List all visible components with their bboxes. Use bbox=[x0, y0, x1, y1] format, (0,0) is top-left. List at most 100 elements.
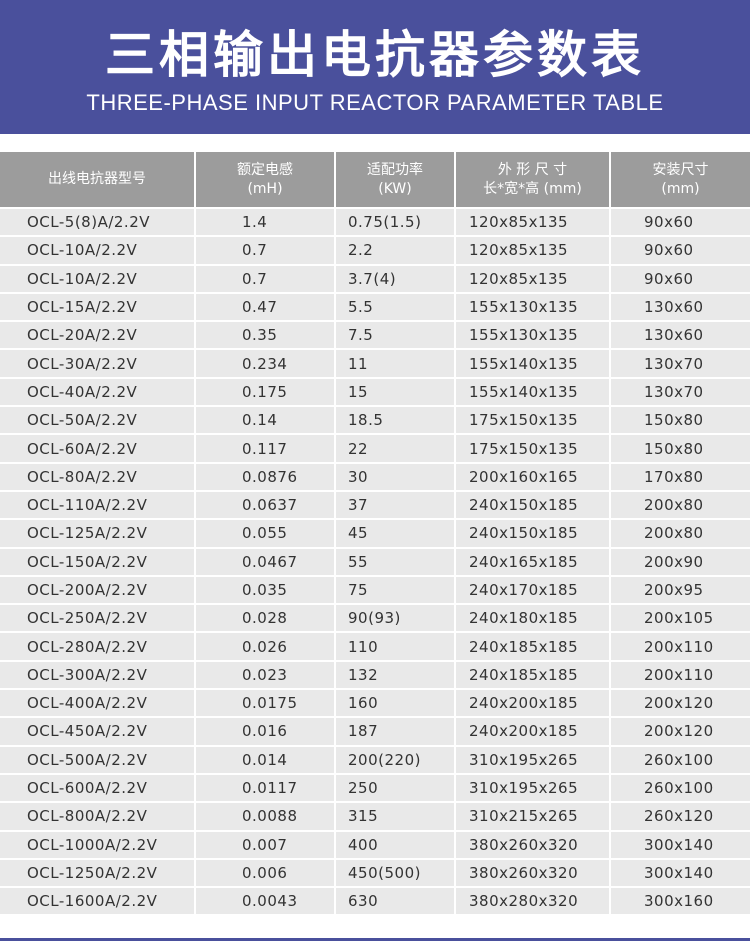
cell-model: OCL-125A/2.2V bbox=[0, 518, 195, 548]
table-row: OCL-80A/2.2V 0.0876 30 200x160x165 170x80 bbox=[0, 461, 750, 491]
cell-inductance: 0.0088 bbox=[194, 801, 335, 831]
cell-dimensions: 380x280x320 bbox=[454, 886, 610, 915]
cell-inductance: 0.007 bbox=[194, 829, 335, 859]
cell-inductance: 0.7 bbox=[194, 263, 335, 293]
header-power-line: 适配功率 bbox=[367, 161, 423, 178]
cell-model: OCL-10A/2.2V bbox=[0, 235, 195, 265]
cell-model: OCL-400A/2.2V bbox=[0, 688, 195, 718]
cell-power: 18.5 bbox=[334, 405, 455, 435]
cell-mounting-size: 170x80 bbox=[609, 461, 750, 491]
table-row: OCL-280A/2.2V 0.026 110 240x185x185 200x110 bbox=[0, 631, 750, 661]
cell-power: 132 bbox=[334, 659, 455, 690]
cell-mounting-size: 130x60 bbox=[609, 291, 750, 322]
cell-model: OCL-20A/2.2V bbox=[0, 320, 195, 350]
header-mounting-size-line: 安装尺寸 bbox=[652, 161, 709, 178]
cell-mounting-size: 130x70 bbox=[609, 376, 750, 407]
cell-mounting-size: 300x140 bbox=[609, 857, 750, 888]
table-row: OCL-125A/2.2V 0.055 45 240x150x185 200x80 bbox=[0, 518, 750, 548]
cell-model: OCL-200A/2.2V bbox=[0, 574, 195, 605]
cell-dimensions: 310x215x265 bbox=[454, 801, 610, 831]
table-row: OCL-40A/2.2V 0.175 15 155x140x135 130x70 bbox=[0, 376, 750, 407]
cell-dimensions: 155x130x135 bbox=[454, 320, 610, 350]
cell-inductance: 0.0043 bbox=[194, 886, 335, 915]
cell-inductance: 0.006 bbox=[194, 857, 335, 888]
cell-dimensions: 380x260x320 bbox=[454, 829, 610, 859]
cell-power: 30 bbox=[334, 461, 455, 491]
cell-inductance: 0.014 bbox=[194, 744, 335, 774]
cell-model: OCL-300A/2.2V bbox=[0, 659, 195, 690]
cell-power: 0.75(1.5) bbox=[334, 206, 455, 237]
cell-inductance: 0.117 bbox=[194, 433, 335, 463]
cell-inductance: 0.028 bbox=[194, 603, 335, 633]
cell-inductance: 0.14 bbox=[194, 405, 335, 435]
table-row: OCL-1000A/2.2V 0.007 400 380x260x320 300x140 bbox=[0, 829, 750, 859]
title-banner: 三相输出电抗器参数表 THREE-PHASE INPUT REACTOR PAR… bbox=[0, 0, 750, 134]
cell-inductance: 0.234 bbox=[194, 348, 335, 378]
header-power: 适配功率 (KW) bbox=[334, 152, 455, 208]
cell-inductance: 1.4 bbox=[194, 206, 335, 237]
cell-inductance: 0.0175 bbox=[194, 688, 335, 718]
cell-dimensions: 120x85x135 bbox=[454, 263, 610, 293]
cell-mounting-size: 200x90 bbox=[609, 546, 750, 576]
page-subtitle: THREE-PHASE INPUT REACTOR PARAMETER TABL… bbox=[86, 90, 664, 115]
cell-inductance: 0.026 bbox=[194, 631, 335, 661]
cell-dimensions: 175x150x135 bbox=[454, 405, 610, 435]
table-header-row: 出线电抗器型号 额定电感 (mH) 适配功率 (KW) 外 形 尺 寸长*宽*高 (mm)… bbox=[0, 152, 750, 208]
cell-model: OCL-1250A/2.2V bbox=[0, 857, 195, 888]
cell-power: 7.5 bbox=[334, 320, 455, 350]
header-inductance: 额定电感 (mH) bbox=[194, 152, 335, 208]
table-row: OCL-450A/2.2V 0.016 187 240x200x185 200x120 bbox=[0, 716, 750, 746]
cell-mounting-size: 130x60 bbox=[609, 320, 750, 350]
header-mounting-size-line: (mm) bbox=[661, 180, 700, 197]
cell-dimensions: 175x150x135 bbox=[454, 433, 610, 463]
cell-mounting-size: 300x140 bbox=[609, 829, 750, 859]
table-row: OCL-300A/2.2V 0.023 132 240x185x185 200x110 bbox=[0, 659, 750, 690]
cell-power: 160 bbox=[334, 688, 455, 718]
cell-dimensions: 120x85x135 bbox=[454, 235, 610, 265]
cell-inductance: 0.175 bbox=[194, 376, 335, 407]
cell-model: OCL-15A/2.2V bbox=[0, 291, 195, 322]
cell-mounting-size: 200x120 bbox=[609, 688, 750, 718]
cell-dimensions: 200x160x165 bbox=[454, 461, 610, 491]
cell-mounting-size: 260x100 bbox=[609, 772, 750, 803]
cell-power: 110 bbox=[334, 631, 455, 661]
cell-power: 250 bbox=[334, 772, 455, 803]
cell-power: 15 bbox=[334, 376, 455, 407]
cell-mounting-size: 300x160 bbox=[609, 886, 750, 915]
cell-power: 450(500) bbox=[334, 857, 455, 888]
cell-dimensions: 380x260x320 bbox=[454, 857, 610, 888]
cell-mounting-size: 200x105 bbox=[609, 603, 750, 633]
header-inductance-line: (mH) bbox=[247, 180, 283, 197]
cell-model: OCL-500A/2.2V bbox=[0, 744, 195, 774]
cell-power: 2.2 bbox=[334, 235, 455, 265]
header-power-line: (KW) bbox=[378, 180, 412, 197]
table-row: OCL-400A/2.2V 0.0175 160 240x200x185 200x120 bbox=[0, 688, 750, 718]
cell-dimensions: 240x200x185 bbox=[454, 716, 610, 746]
cell-dimensions: 240x150x185 bbox=[454, 518, 610, 548]
cell-power: 45 bbox=[334, 518, 455, 548]
cell-power: 22 bbox=[334, 433, 455, 463]
cell-mounting-size: 150x80 bbox=[609, 405, 750, 435]
parameter-table: 出线电抗器型号 额定电感 (mH) 适配功率 (KW) 外 形 尺 寸长*宽*高 (mm)… bbox=[0, 152, 750, 915]
table-row: OCL-10A/2.2V 0.7 2.2 120x85x135 90x60 bbox=[0, 235, 750, 265]
cell-mounting-size: 260x100 bbox=[609, 744, 750, 774]
header-model: 出线电抗器型号 bbox=[0, 152, 195, 208]
table-row: OCL-150A/2.2V 0.0467 55 240x165x185 200x90 bbox=[0, 546, 750, 576]
cell-inductance: 0.023 bbox=[194, 659, 335, 690]
cell-model: OCL-40A/2.2V bbox=[0, 376, 195, 407]
table-row: OCL-20A/2.2V 0.35 7.5 155x130x135 130x60 bbox=[0, 320, 750, 350]
cell-model: OCL-80A/2.2V bbox=[0, 461, 195, 491]
cell-dimensions: 240x180x185 bbox=[454, 603, 610, 633]
table-row: OCL-1250A/2.2V 0.006 450(500) 380x260x320 30… bbox=[0, 857, 750, 888]
cell-inductance: 0.055 bbox=[194, 518, 335, 548]
table-row: OCL-200A/2.2V 0.035 75 240x170x185 200x95 bbox=[0, 574, 750, 605]
table-row: OCL-500A/2.2V 0.014 200(220) 310x195x265 260… bbox=[0, 744, 750, 774]
cell-mounting-size: 200x95 bbox=[609, 574, 750, 605]
header-dimensions-line: 长*宽*高 (mm) bbox=[483, 180, 582, 197]
cell-power: 37 bbox=[334, 489, 455, 520]
cell-inductance: 0.7 bbox=[194, 235, 335, 265]
cell-mounting-size: 200x120 bbox=[609, 716, 750, 746]
cell-mounting-size: 200x80 bbox=[609, 518, 750, 548]
table-row: OCL-50A/2.2V 0.14 18.5 175x150x135 150x80 bbox=[0, 405, 750, 435]
cell-mounting-size: 200x110 bbox=[609, 659, 750, 690]
